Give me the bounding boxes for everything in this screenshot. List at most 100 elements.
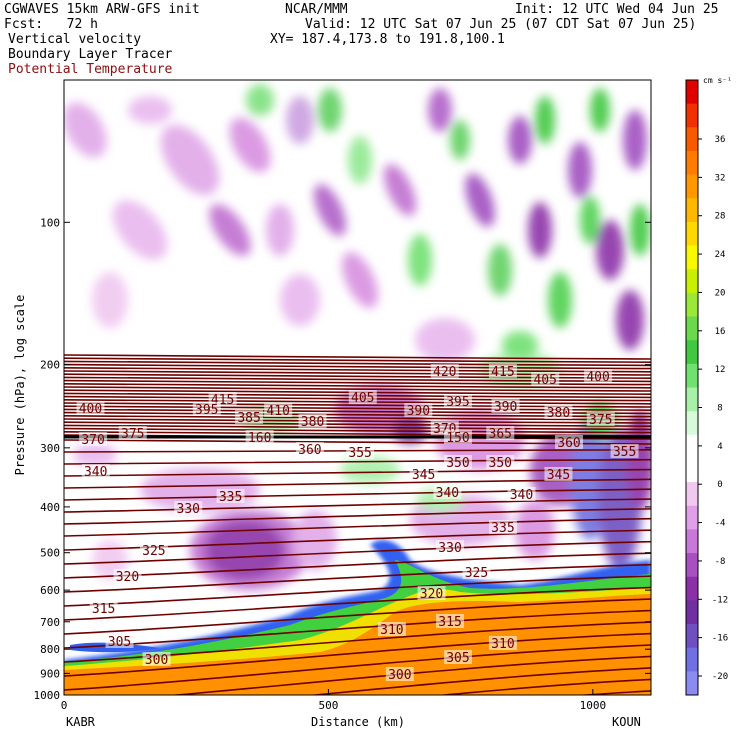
- y-axis-ticks: 100 200 300 400 500 600 700 800 900 1000: [34, 216, 651, 702]
- colorbar-swatch: [686, 245, 698, 270]
- valid-time: Valid: 12 UTC Sat 07 Jun 25 (07 CDT Sat …: [305, 17, 697, 32]
- colorbar-tick-label: -4: [715, 519, 726, 529]
- theta-label-bg: [409, 467, 438, 481]
- theta-label: 350: [489, 456, 512, 471]
- theta-contour: [168, 655, 651, 695]
- y-tick-label: 700: [40, 616, 60, 629]
- colorbar-frame: [685, 79, 699, 696]
- colorbar-swatch: [686, 434, 698, 459]
- theta-label-bg: [264, 403, 293, 417]
- theta-contour: [64, 360, 651, 367]
- theta-label-bg: [79, 432, 108, 446]
- x-tick-label: 0: [61, 699, 68, 712]
- theta-label: 400: [79, 402, 102, 417]
- init-time: Init: 12 UTC Wed 04 Jun 25: [515, 2, 719, 17]
- colorbar-swatch: [686, 505, 698, 530]
- colorbar-swatch: [686, 671, 698, 696]
- colorbar-tick-label: 32: [715, 173, 726, 183]
- theta-contour: [64, 379, 651, 386]
- theta-label: 410: [266, 404, 289, 419]
- theta-contour: [64, 418, 651, 424]
- colorbar-tick-label: 24: [715, 250, 726, 260]
- theta-contour: [64, 415, 651, 421]
- theta-contour: [64, 392, 651, 399]
- y-tick-label: 100: [40, 216, 60, 229]
- cross-section-endpoints: XY= 187.4,173.8 to 191.8,100.1: [270, 32, 505, 47]
- colorbar-tick-label: 36: [715, 135, 726, 145]
- theta-label-bg: [433, 485, 462, 499]
- theta-contour: [64, 389, 651, 395]
- colorbar-swatch: [686, 458, 698, 483]
- theta-label-bg: [192, 402, 221, 416]
- theta-contour: [64, 357, 651, 363]
- theta-contour: [64, 386, 651, 392]
- colorbar-swatch: [686, 553, 698, 578]
- theta-label-bg: [216, 489, 245, 503]
- theta-contour: [64, 529, 651, 551]
- colorbar-swatch: [686, 269, 698, 294]
- theta-contour: [436, 678, 651, 695]
- plot-frame: [63, 79, 652, 696]
- colorbar-tick-label: 8: [717, 404, 722, 414]
- theta-label: 385: [237, 411, 260, 426]
- theta-label-bg: [348, 390, 377, 404]
- theta-contour: [64, 575, 651, 607]
- theta-contour: [64, 424, 651, 431]
- theta-label: 375: [589, 413, 612, 428]
- y-tick-label: 1000: [34, 689, 61, 702]
- colorbar-swatch: [686, 387, 698, 412]
- theta-label-bg: [436, 540, 465, 554]
- field-potential-temperature: Potential Temperature: [8, 62, 173, 77]
- colorbar-swatch: [686, 576, 698, 601]
- theta-contour: [64, 598, 651, 635]
- colorbar-swatch: [686, 411, 698, 436]
- theta-label-bg: [417, 586, 446, 600]
- colorbar-swatch: [686, 150, 698, 176]
- theta-label: 395: [446, 395, 469, 410]
- theta-contour: [64, 354, 651, 360]
- theta-label-bg: [118, 426, 147, 440]
- theta-label: 325: [142, 544, 165, 559]
- colorbar-tick-label: 16: [715, 327, 726, 337]
- theta-label: 355: [613, 445, 636, 460]
- theta-label-bg: [584, 369, 613, 383]
- theta-label-bg: [81, 464, 110, 478]
- theta-label: 315: [92, 602, 115, 617]
- colorbar-tick-label: -20: [712, 672, 728, 682]
- theta-label-bg: [443, 650, 472, 664]
- theta-label: 310: [380, 623, 403, 638]
- theta-label-bg: [385, 667, 414, 681]
- theta-contour: [64, 540, 651, 565]
- right-endpoint-label: KOUN: [612, 715, 641, 729]
- theta-label-bg: [443, 430, 472, 444]
- theta-label: 370: [81, 433, 104, 448]
- colorbar-swatch: [686, 624, 698, 649]
- colorbar-swatch: [686, 103, 698, 128]
- theta-label-bg: [105, 634, 134, 648]
- colorbar-swatch: [686, 292, 698, 318]
- theta-label-bg: [436, 614, 465, 628]
- theta-label-bg: [491, 399, 520, 413]
- theta-label: 320: [116, 570, 139, 585]
- theta-label-bg: [76, 401, 105, 415]
- field-boundary-layer-tracer: Boundary Layer Tracer: [8, 47, 173, 62]
- theta-label: 320: [420, 587, 443, 602]
- colorbar-units: cm s⁻¹: [703, 76, 732, 85]
- x-axis-label: Distance (km): [311, 715, 405, 729]
- theta-label-bg: [488, 364, 517, 378]
- theta-contour: [64, 367, 651, 373]
- theta-label-bg: [174, 501, 203, 515]
- colorbar-swatch: [686, 127, 698, 152]
- theta-label: 400: [586, 370, 609, 385]
- theta-contour: [64, 370, 651, 376]
- theta-label-bg: [443, 455, 472, 469]
- theta-label: 345: [547, 468, 570, 483]
- theta-contour: [64, 421, 651, 427]
- theta-contour: [64, 488, 651, 501]
- colorbar-swatch: [686, 363, 698, 388]
- theta-contour: [64, 449, 651, 453]
- theta-label-bg: [486, 455, 515, 469]
- theta-label: 360: [557, 436, 580, 451]
- colorbar-tick-label: 12: [715, 365, 726, 375]
